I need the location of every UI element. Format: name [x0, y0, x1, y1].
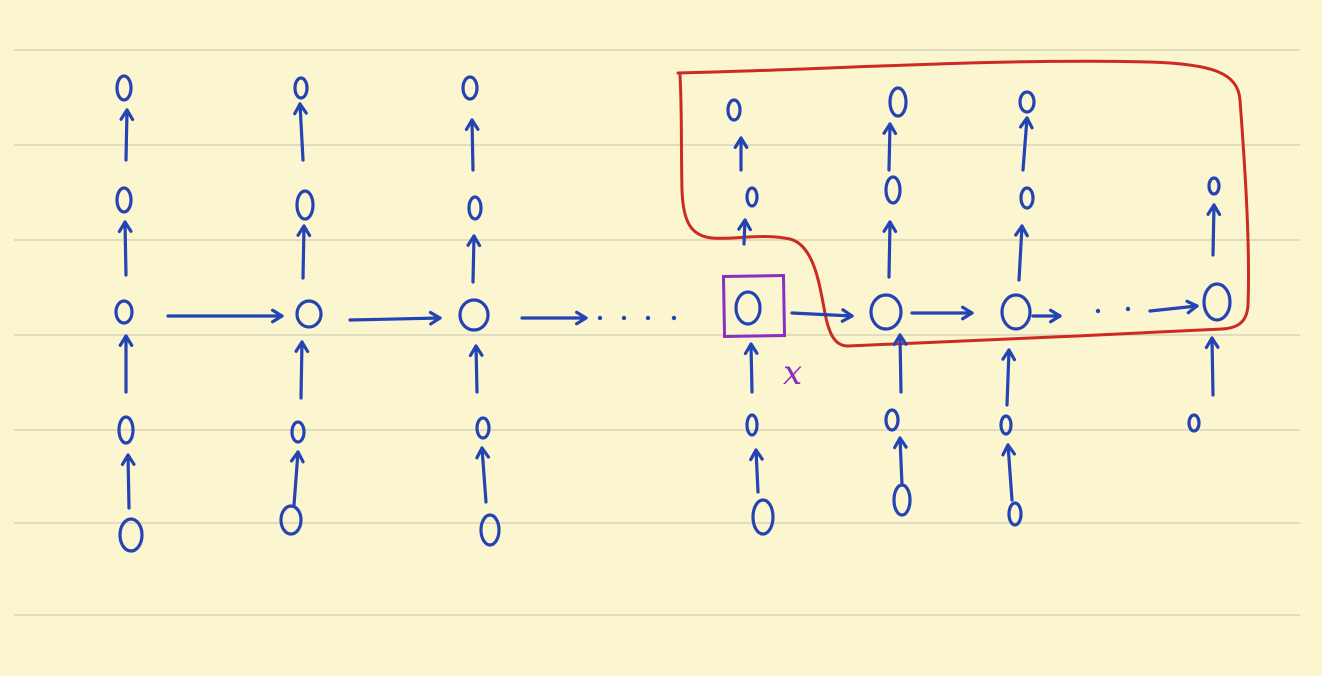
node-circle: [751, 498, 775, 536]
up-arrow-icon: [293, 102, 308, 162]
right-arrow-icon: [790, 308, 854, 323]
highlight-group: x: [721, 273, 802, 393]
node-circle: [888, 86, 908, 118]
up-arrow-icon: [737, 218, 752, 246]
highlighted-node-label: x: [783, 353, 802, 393]
node-circle: [745, 413, 759, 437]
up-arrow-icon: [466, 234, 482, 284]
node-circle: [999, 414, 1013, 436]
node-circle: [118, 517, 144, 553]
right-arrow-icon: [166, 308, 284, 324]
selection-box-icon: [721, 273, 787, 339]
up-arrow-icon: [120, 453, 136, 510]
up-arrow-icon: [117, 220, 133, 277]
node-circle: [745, 186, 759, 208]
up-arrow-icon: [475, 446, 491, 504]
node-circle: [1187, 413, 1201, 433]
up-arrow-icon: [1001, 443, 1017, 502]
node-circle: [1018, 90, 1036, 114]
node-circle: [293, 76, 309, 100]
node-circle: [295, 189, 315, 221]
node-circle: [479, 513, 501, 547]
up-arrow-icon: [733, 136, 749, 172]
node-circle: [467, 195, 483, 221]
up-arrow-icon: [464, 118, 480, 172]
up-arrow-icon: [294, 340, 310, 400]
node-circle: [290, 420, 306, 444]
up-arrow-icon: [289, 450, 305, 507]
up-arrow-icon: [1204, 336, 1220, 397]
ellipsis-dot: [1125, 306, 1131, 312]
up-arrow-icon: [749, 448, 764, 494]
up-arrow-icon: [1206, 203, 1222, 257]
up-arrow-icon: [296, 224, 312, 280]
node-circle: [475, 416, 491, 440]
node-circle: [1000, 293, 1032, 331]
nodes: [114, 74, 1232, 553]
node-circle: [115, 74, 133, 102]
up-arrow-icon: [468, 344, 484, 394]
node-circle: [279, 504, 303, 536]
right-arrow-icon: [520, 310, 588, 326]
right-arrow-icon: [910, 305, 974, 321]
node-circle: [1007, 501, 1023, 527]
up-arrow-icon: [118, 334, 134, 394]
ellipsis-dot: [621, 315, 627, 321]
up-arrow-icon: [743, 342, 759, 394]
node-circle: [892, 483, 912, 517]
ellipsis-dot: [597, 315, 603, 321]
node-circle: [461, 75, 479, 101]
node-circle: [884, 408, 900, 432]
up-arrow-icon: [1018, 116, 1034, 172]
ellipsis-dot: [645, 315, 651, 321]
arrows: [117, 102, 1222, 510]
node-circle: [726, 98, 742, 122]
red-boundary-region: [676, 59, 1251, 348]
node-circle: [295, 299, 323, 329]
node-circle: [869, 293, 903, 331]
up-arrow-icon: [882, 122, 898, 172]
node-circle: [884, 175, 902, 205]
node-circle: [458, 298, 490, 332]
up-arrow-icon: [119, 108, 135, 162]
node-circle: [1019, 186, 1035, 210]
ellipsis-dots: [597, 306, 1131, 321]
ellipsis-dot: [671, 315, 677, 321]
up-arrow-icon: [1014, 224, 1029, 282]
ellipsis-dot: [1095, 308, 1101, 314]
node-circle: [115, 186, 133, 214]
right-arrow-icon: [1031, 308, 1062, 324]
right-arrow-icon: [348, 310, 442, 326]
ruled-lines: [14, 49, 1300, 616]
up-arrow-icon: [893, 436, 908, 487]
up-arrow-icon: [882, 220, 898, 279]
up-arrow-icon: [1001, 348, 1017, 407]
node-circle: [117, 415, 135, 445]
node-circle: [1202, 282, 1232, 322]
right-arrow-icon: [1148, 299, 1199, 315]
red-boundary-path: [676, 59, 1251, 348]
node-circle: [1207, 176, 1221, 196]
node-circle: [734, 290, 762, 326]
up-arrow-icon: [892, 333, 908, 394]
node-circle: [114, 299, 134, 325]
